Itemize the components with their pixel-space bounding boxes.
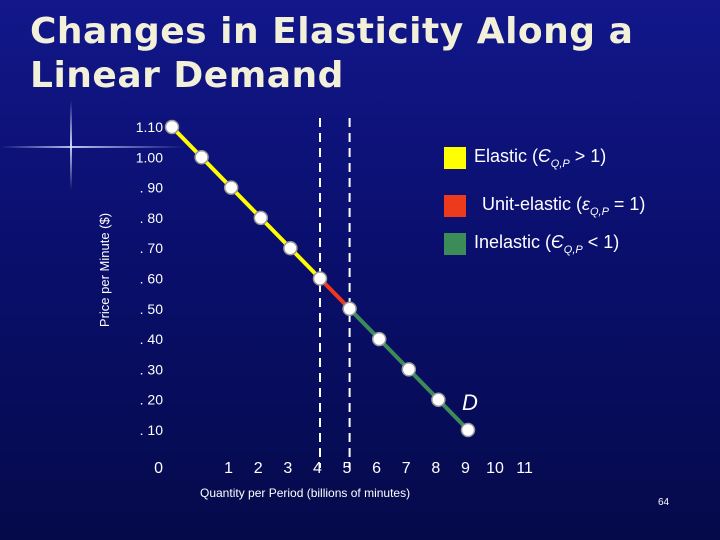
data-point-7 [371,331,387,347]
y-tick-label: 1.00 [136,149,163,165]
x-axis-label: Quantity per Period (billions of minutes… [200,486,411,500]
y-tick-label: . 90 [140,180,164,196]
data-point-4 [283,240,298,256]
legend-elastic-text: Elastic (ЄQ,P > 1) [474,146,607,170]
x-tick-label: 9 [461,460,470,477]
x-tick-label: 10 [486,460,504,477]
data-point-0 [164,119,180,135]
legend-inelastic-text: Inelastic (ЄQ,P < 1) [474,232,620,256]
data-point-3 [253,210,269,226]
y-tick-label: . 30 [140,361,164,377]
y-tick-label: . 40 [140,331,164,347]
data-point-1 [194,150,209,165]
x-tick-label: 2 [254,460,263,477]
data-point-6 [342,301,357,317]
x-tick-label: 4 [313,460,322,477]
y-tick-label: . 50 [140,301,164,317]
demand-segment-elastic [170,125,322,280]
y-axis-label: Price per Minute ($) [97,212,112,328]
legend-inelastic: Inelastic (ЄQ,P < 1) [444,232,619,256]
y-tick-label: . 10 [140,422,164,438]
data-point-2 [223,180,239,195]
x-tick-label: 0 [154,460,163,477]
data-point-5 [312,271,328,286]
y-tick-label: . 60 [140,271,164,287]
x-tick-label: 6 [372,460,381,477]
data-point-10 [460,422,476,438]
legend-unit-elastic-text: Unit-elastic (εQ,P = 1) [482,194,646,218]
lens-flare-vertical [70,100,72,190]
lens-flare-horizontal [0,146,185,148]
x-tick-label: 8 [431,460,440,477]
legend-unit-elastic: Unit-elastic (εQ,P = 1) [444,194,645,218]
x-tick-label: 11 [516,460,533,477]
x-tick-label: 3 [283,460,292,477]
slide-title: Changes in Elasticity Along a Linear Dem… [30,11,634,96]
y-tick-label: . 80 [140,210,164,226]
legend-elastic: Elastic (ЄQ,P > 1) [444,146,606,170]
x-tick-label: 1 [224,460,233,477]
page-number: 64 [658,497,670,508]
y-tick-label: 1.10 [136,119,163,135]
data-point-9 [431,392,446,407]
y-tick-label: . 20 [140,392,164,408]
x-tick-label: 7 [402,460,411,477]
y-tick-label: . 70 [140,240,164,256]
legend-swatch-inelastic [444,233,466,255]
legend-swatch-unit-elastic [444,195,466,217]
x-tick-label: 5 [343,460,352,477]
demand-curve-label: D [462,390,478,415]
legend-swatch-elastic [444,147,466,169]
data-point-8 [401,362,417,377]
